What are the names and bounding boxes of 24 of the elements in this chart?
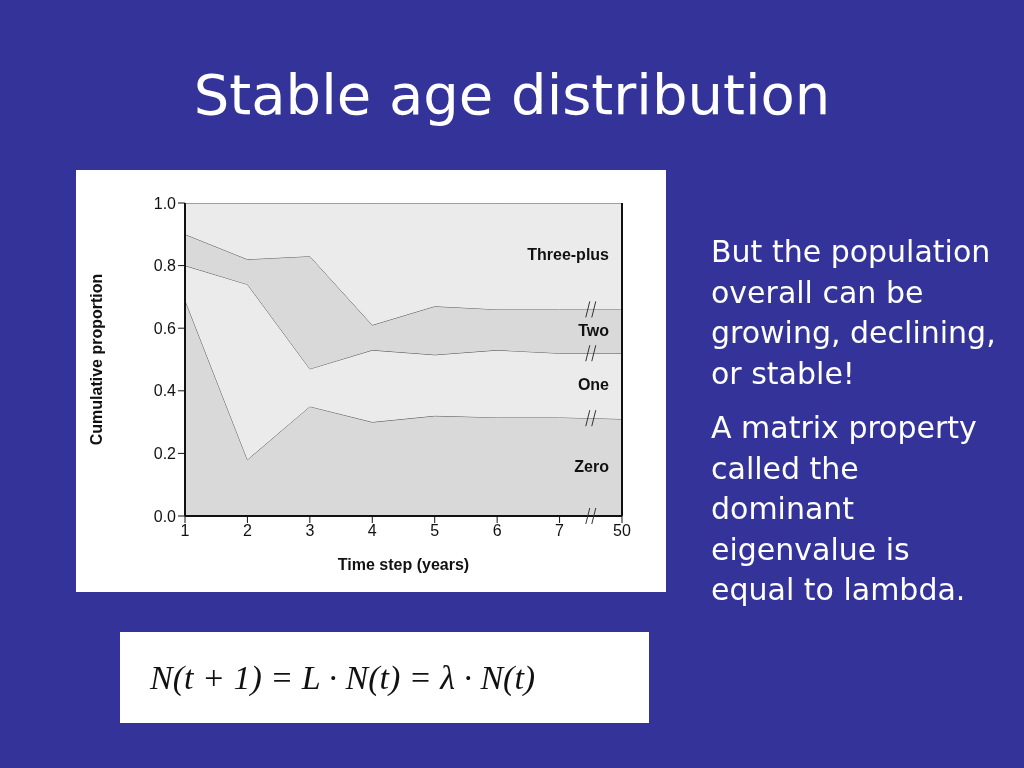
series-label: Two [578,321,610,339]
x-tick-label: 2 [242,522,252,540]
x-tick-label: 1 [180,522,190,540]
y-tick-label: 0.6 [153,319,177,337]
y-tick-label: 1.0 [153,194,177,212]
y-axis-title: Cumulative proportion [87,273,105,446]
y-tick-label: 0.8 [153,257,177,275]
y-tick-label: 0.4 [153,382,177,400]
x-tick-label: 5 [430,522,440,540]
x-tick-label: 4 [367,522,377,540]
chart-title: Stable age distribution [192,62,832,127]
x-tick-label: 6 [492,522,502,540]
series-label: Three-plus [527,246,610,264]
series-label: One [577,376,610,394]
text: But the population overall can be growing, declining, or stable! [711,233,996,393]
x-tick-label: 3 [305,522,315,540]
text: N(t + 1) = L · N(t) = λ · N(t) [150,658,536,697]
text: A matrix property called the dominant eigenvalue is equal to lambda. [711,409,978,609]
x-tick-label: 50 [613,522,631,540]
x-tick-label: 7 [555,522,565,540]
x-axis-title: Time step (years) [337,556,470,573]
series-label: Zero [574,457,610,475]
y-tick-label: 0.2 [153,445,177,463]
y-tick-label: 0.0 [153,507,177,525]
